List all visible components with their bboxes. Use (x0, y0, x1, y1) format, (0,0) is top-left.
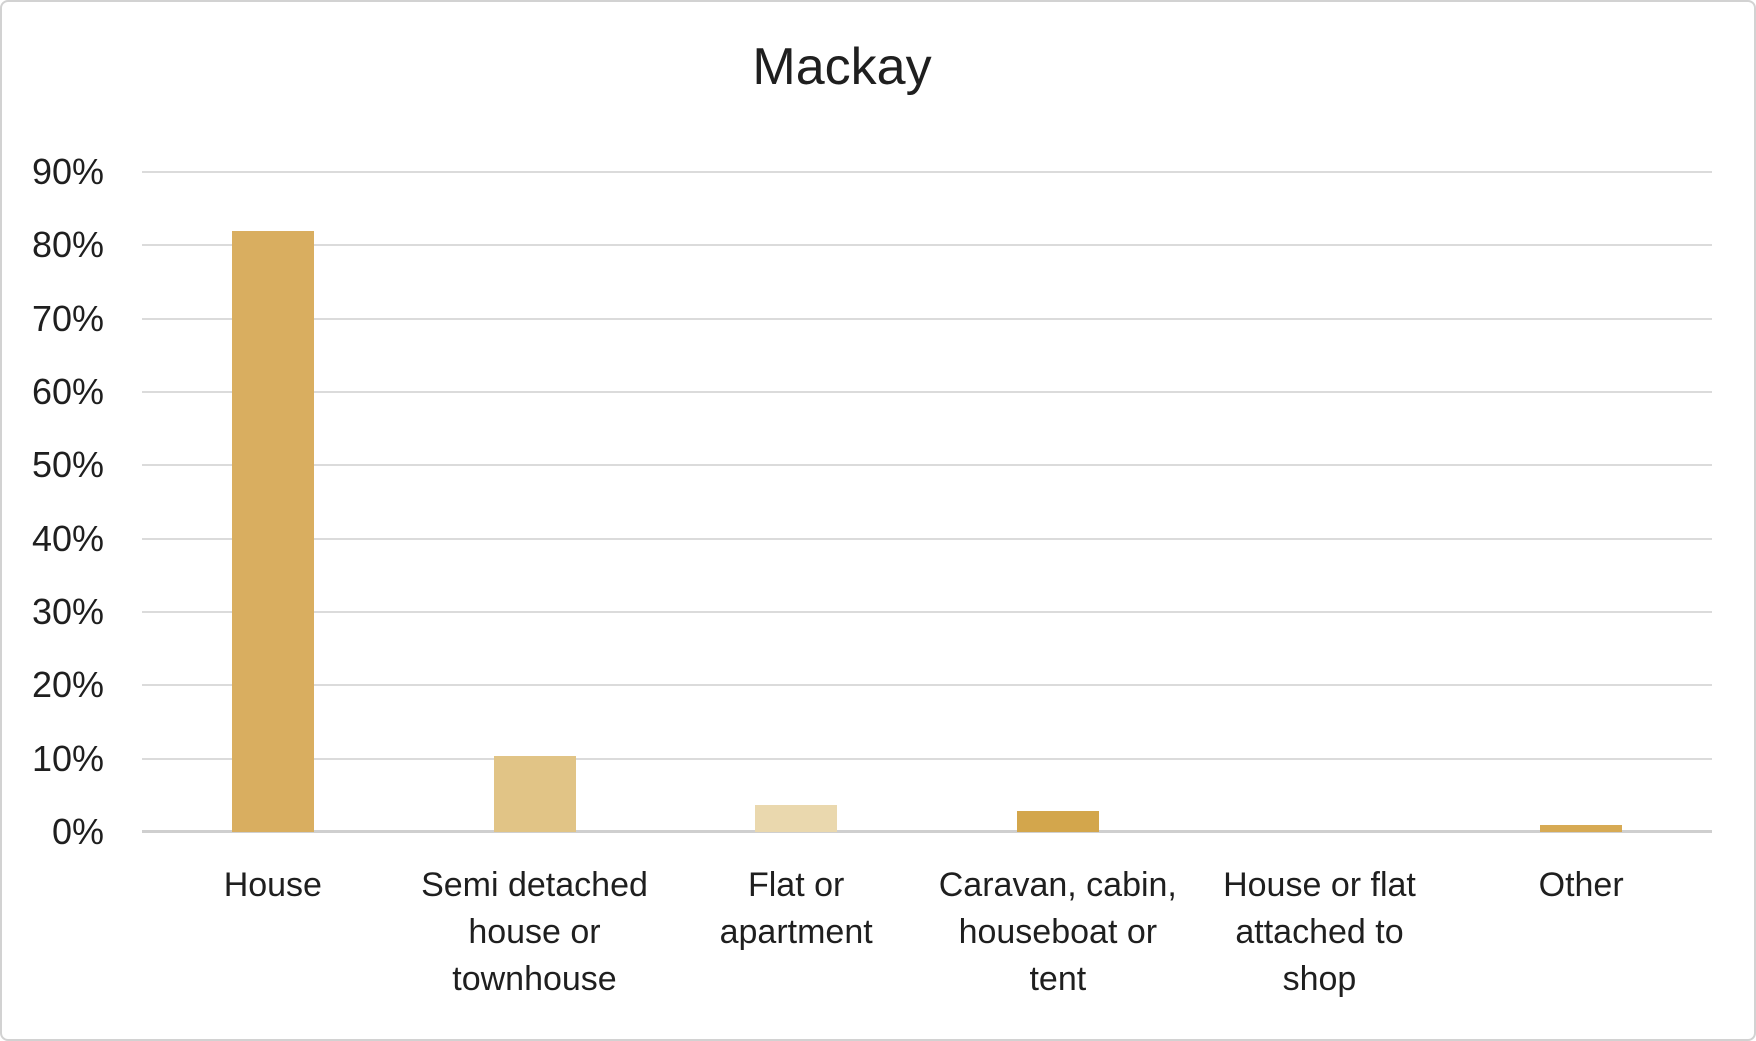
x-axis-label-semi-detached-house-or-townhouse: Semi detached house or townhouse (404, 862, 666, 1003)
x-axis-line (142, 830, 1712, 833)
x-axis-label-other: Other (1450, 862, 1712, 909)
bar-house (231, 230, 314, 832)
y-axis-tick-label: 90% (31, 151, 104, 192)
gridline (142, 391, 1712, 393)
x-axis-label-house-or-flat-attached-to-shop: House or flat attached to shop (1189, 862, 1451, 1003)
gridline (142, 244, 1712, 247)
gridline (142, 611, 1712, 613)
y-axis-tick-label: 70% (31, 297, 104, 339)
gridline (142, 757, 1712, 760)
x-axis-label-line: houseboat or (958, 913, 1158, 951)
gridline (142, 537, 1712, 540)
bar-caravan-cabin-houseboat-or-tent (1016, 810, 1099, 832)
plot-area (142, 171, 1712, 833)
gridline (142, 684, 1712, 687)
bar-other (1540, 825, 1623, 832)
y-axis-tick-label: 20% (31, 664, 104, 706)
x-axis-label-line: house or (468, 913, 601, 951)
x-axis-label-line: House or flat (1223, 866, 1416, 904)
x-axis-label-flat-or-apartment: Flat or apartment (665, 862, 927, 956)
y-axis-tick-label: 60% (31, 371, 104, 412)
y-axis-tick-label: 80% (31, 224, 104, 266)
y-axis-tick-label: 10% (31, 737, 104, 779)
x-axis-label-line: Other (1538, 866, 1624, 904)
x-axis-label-caravan-cabin-houseboat-or-tent: Caravan, cabin, houseboat or tent (927, 862, 1189, 1003)
y-axis-tick-label: 0% (51, 811, 104, 852)
x-axis-label-line: apartment (719, 913, 873, 951)
bar-semi-detached-house-or-townhouse (493, 756, 576, 832)
x-axis-label-line: shop (1282, 960, 1357, 998)
y-axis-tick-label: 50% (31, 444, 104, 486)
gridline (142, 317, 1712, 320)
chart-title: Mackay (752, 38, 932, 96)
x-axis-label-line: Semi detached (421, 866, 648, 904)
x-axis-label-line: tent (1029, 960, 1087, 998)
y-axis-tick-label: 40% (31, 517, 104, 559)
x-axis-label-line: Caravan, cabin, (938, 866, 1177, 904)
x-axis-label-house: House (142, 862, 404, 909)
gridline (142, 464, 1712, 467)
x-axis-label-line: Flat or (747, 866, 845, 904)
x-axis-label-line: townhouse (452, 960, 617, 998)
gridline (142, 171, 1712, 173)
x-axis-label-line: House (223, 866, 322, 904)
bar-flat-or-apartment (755, 804, 838, 832)
y-axis-tick-label: 30% (31, 591, 104, 632)
x-axis-label-line: attached to (1235, 913, 1404, 951)
